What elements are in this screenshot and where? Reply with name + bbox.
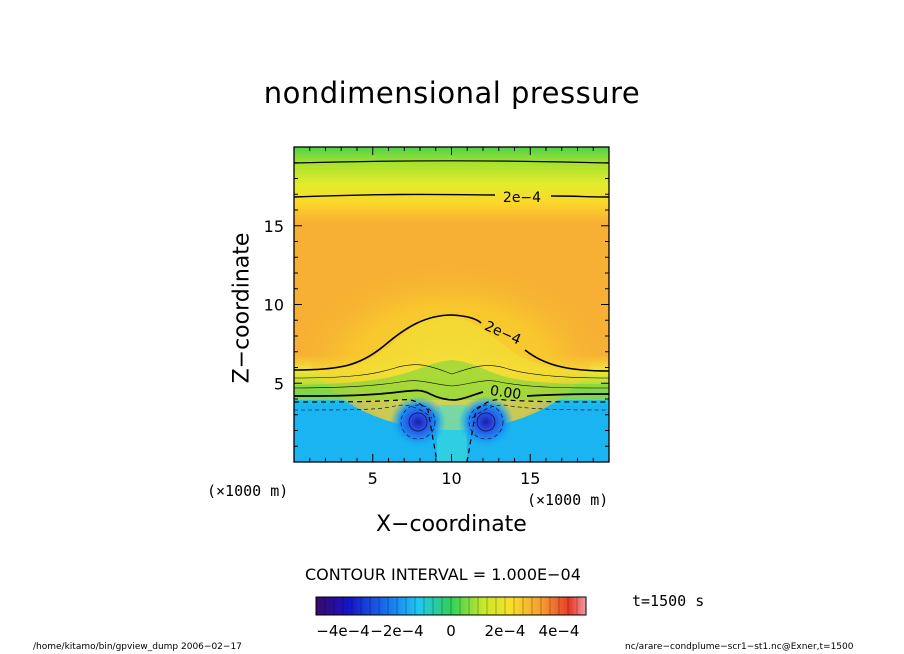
contour-negative-right	[466, 399, 609, 462]
contour-upper-2e-4-right	[550, 195, 609, 198]
contour-zero-left	[294, 389, 484, 401]
colorbar-tick-label: 0	[446, 622, 456, 640]
y-axis-label: Z−coordinate	[229, 232, 255, 384]
time-label: t=1500 s	[632, 592, 705, 610]
contour-dome-2e-4-right	[524, 349, 609, 372]
y-tick-label: 10	[264, 296, 284, 315]
y-axis-unit: (×1000 m)	[207, 482, 289, 500]
y-tick-label: 5	[274, 374, 284, 393]
x-axis-label: X−coordinate	[376, 512, 527, 537]
contour-thin-1	[294, 364, 609, 379]
field-green-band	[294, 360, 609, 400]
chart-title: nondimensional pressure	[263, 76, 641, 110]
colorbar-tick-label: −2e−4	[370, 622, 423, 640]
colorbar-labels: −4e−4 −2e−4 0 2e−4 4e−4	[316, 622, 579, 640]
field-dome-band	[294, 314, 609, 400]
x-tick-label: 5	[368, 469, 378, 488]
field-layer: 2e−4 2e−4 0.00	[294, 147, 609, 462]
vortex-left	[390, 396, 446, 448]
contour-dome-2e-4-left	[294, 314, 482, 371]
axis-ticks: 5 10 15 5 10 15	[264, 147, 609, 488]
contour-thin-2	[294, 380, 609, 389]
vortex-right	[458, 396, 514, 448]
colorbar-tick-label: 4e−4	[539, 622, 580, 640]
contour-interval-note: CONTOUR INTERVAL = 1.000E−04	[305, 565, 581, 584]
vortex-right-inner-contour	[476, 412, 496, 432]
contour-negative-thin-left	[294, 404, 433, 419]
x-tick-label: 15	[520, 469, 540, 488]
contour-label-upper: 2e−4	[503, 190, 541, 206]
x-axis-unit: (×1000 m)	[527, 491, 609, 509]
vortex-left-inner-contour	[408, 412, 428, 432]
x-tick-label: 10	[441, 469, 461, 488]
colorbar-tick-label: −4e−4	[316, 622, 369, 640]
y-tick-label: 15	[264, 217, 284, 236]
contour-label-zero: 0.00	[489, 383, 522, 403]
vortex-left-outer-contour	[400, 404, 436, 440]
footer-left-text: /home/kitamo/bin/gpview_dump 2006−02−17	[33, 642, 242, 652]
contour-zero-right	[526, 393, 609, 397]
vortex-right-outer-contour	[468, 404, 504, 440]
contour-top-line	[294, 160, 609, 164]
colorbar-ticks	[324, 597, 578, 615]
footer-right-text: nc/arare−condplume−scr1−st1.nc@Exner,t=1…	[625, 642, 854, 652]
contour-negative-left	[294, 399, 438, 462]
contour-upper-2e-4-left	[294, 193, 496, 198]
colorbar-tick-label: 2e−4	[485, 622, 526, 640]
